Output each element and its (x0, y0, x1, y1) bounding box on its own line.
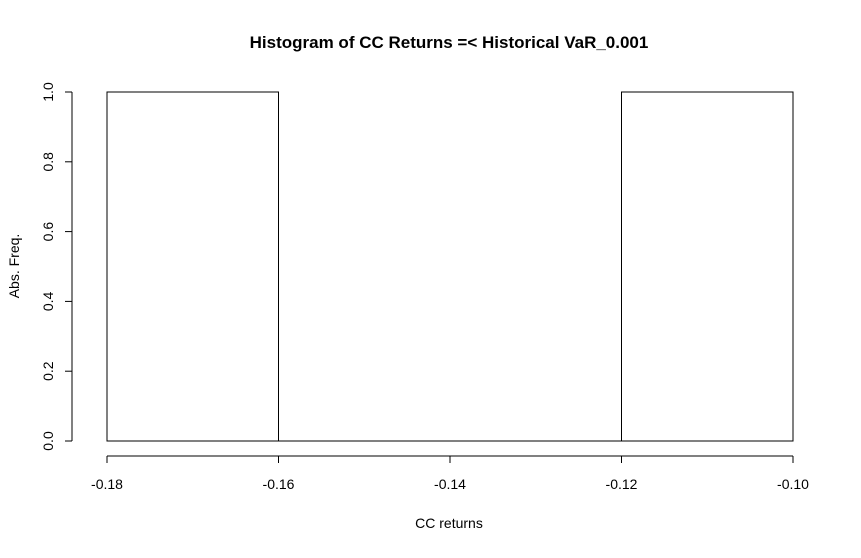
chart-title: Histogram of CC Returns =< Historical Va… (250, 33, 649, 52)
y-axis: 0.0 0.2 0.4 0.6 0.8 1.0 (40, 82, 73, 451)
x-tick-label-2: -0.14 (434, 476, 466, 492)
histogram-bar-0 (106, 91, 279, 442)
x-tick-label-0: -0.18 (91, 476, 123, 492)
y-tick-label-4: 0.8 (40, 152, 56, 172)
x-tick-label-4: -0.10 (777, 476, 809, 492)
y-tick-label-2: 0.4 (40, 291, 56, 311)
x-axis-label: CC returns (415, 515, 483, 531)
bars-group (106, 91, 794, 442)
x-axis: -0.18 -0.16 -0.14 -0.12 -0.10 (91, 455, 809, 492)
x-tick-label-1: -0.16 (263, 476, 295, 492)
y-tick-label-5: 1.0 (40, 82, 56, 102)
y-axis-label: Abs. Freq. (6, 234, 22, 299)
x-tick-label-3: -0.12 (606, 476, 638, 492)
y-tick-label-3: 0.6 (40, 222, 56, 242)
y-tick-label-1: 0.2 (40, 361, 56, 381)
histogram-bar-3 (621, 91, 794, 442)
y-tick-label-0: 0.0 (40, 431, 56, 451)
